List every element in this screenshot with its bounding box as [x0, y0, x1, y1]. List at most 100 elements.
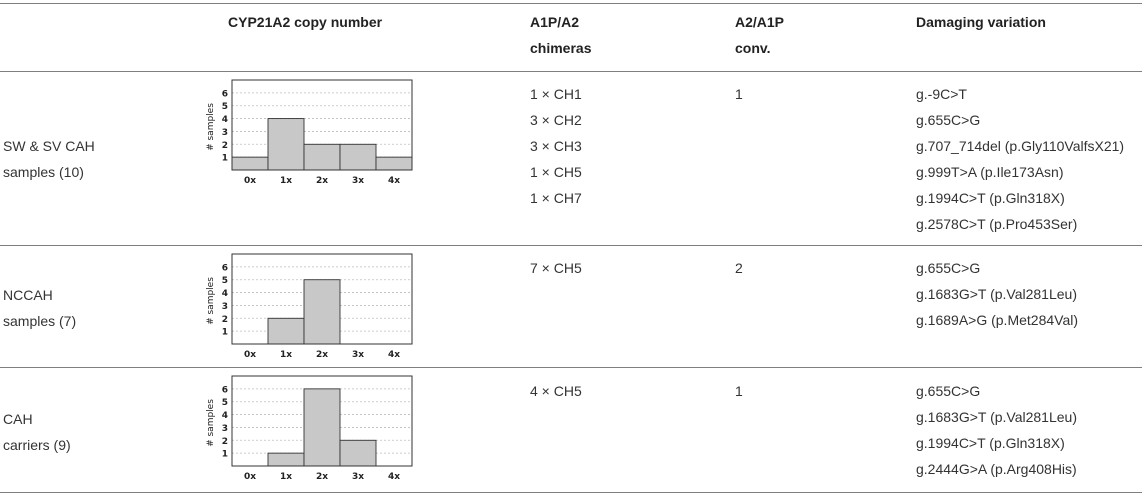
header-chimeras-line2: chimeras [530, 40, 592, 56]
y-tick-label: 4 [222, 115, 228, 125]
variant-item: g.-9C>T [916, 86, 967, 102]
variant-item: g.707_714del (p.Gly110ValfsX21) [916, 138, 1125, 154]
x-tick-label: 4x [388, 472, 400, 482]
y-tick-label: 3 [222, 302, 228, 312]
plot-frame [231, 375, 413, 467]
header-copy-number: CYP21A2 copy number [228, 14, 383, 30]
x-tick-label: 2x [316, 350, 328, 360]
variant-item: g.999T>A (p.Ile173Asn) [916, 164, 1064, 180]
table-top-rule [0, 3, 1142, 4]
x-tick-label: 2x [316, 472, 328, 482]
y-tick-label: 1 [222, 154, 228, 164]
variant-item: g.655C>G [916, 260, 981, 276]
x-tick-label: 4x [388, 350, 400, 360]
row2-conv: 2 [735, 260, 743, 276]
y-tick-label: 5 [222, 276, 228, 286]
y-tick-label: 4 [222, 289, 228, 299]
y-tick-label: 3 [222, 128, 228, 138]
row3-group-line1: CAH [3, 411, 33, 427]
variant-item: g.655C>G [916, 112, 981, 128]
row1-damaging: g.-9C>T g.655C>G g.707_714del (p.Gly110V… [916, 81, 1124, 237]
histogram-bar-0x [231, 156, 269, 171]
row3-group: CAH carriers (9) [3, 406, 71, 458]
variant-item: g.1689A>G (p.Met284Val) [916, 312, 1079, 328]
histogram-bar-3x [339, 143, 377, 171]
header-chimeras-line1: A1P/A2 [530, 14, 580, 30]
row2-damaging: g.655C>G g.1683G>T (p.Val281Leu) g.1689A… [916, 255, 1078, 333]
table-bottom-rule [0, 492, 1142, 493]
x-tick-label: 3x [352, 176, 364, 186]
y-tick-label: 1 [222, 328, 228, 338]
y-axis-label: # samples [206, 103, 216, 151]
y-tick-label: 2 [222, 437, 228, 447]
x-tick-label: 1x [280, 472, 292, 482]
copy-number-histogram-row1: 1 2 3 4 5 6 0x 1x 2x 3x 4x # samples [206, 79, 413, 186]
plot-frame [231, 79, 413, 171]
variant-item: g.2444G>A (p.Arg408His) [916, 461, 1077, 477]
histogram-bar-1x [267, 317, 305, 345]
x-tick-label: 0x [244, 472, 256, 482]
x-tick-label: 1x [280, 176, 292, 186]
x-tick-label: 1x [280, 350, 292, 360]
y-tick-label: 1 [222, 450, 228, 460]
copy-number-histogram-row2: 1 2 3 4 5 6 0x 1x 2x 3x 4x # samples [206, 253, 413, 360]
row2-group-line2: samples (7) [3, 313, 77, 329]
y-tick-label: 6 [222, 385, 228, 395]
variant-item: g.1683G>T (p.Val281Leu) [916, 409, 1077, 425]
chimera-item: 1 × CH1 [530, 86, 582, 102]
y-tick-label: 2 [222, 141, 228, 151]
copy-number-histogram-row3: 1 2 3 4 5 6 0x 1x 2x 3x 4x # samples [206, 375, 413, 482]
plot-frame [231, 253, 413, 345]
histogram-bar-3x [339, 439, 377, 467]
y-tick-label: 5 [222, 102, 228, 112]
row3-conv: 1 [735, 383, 743, 399]
row3-group-line2: carriers (9) [3, 437, 71, 453]
y-tick-label: 4 [222, 411, 228, 421]
row2-group-line1: NCCAH [3, 287, 53, 303]
chimera-item: 1 × CH5 [530, 164, 582, 180]
row2-group: NCCAH samples (7) [3, 282, 76, 334]
y-tick-label: 6 [222, 263, 228, 273]
variant-item: g.1994C>T (p.Gln318X) [916, 435, 1065, 451]
x-tick-label: 0x [244, 176, 256, 186]
header-damaging: Damaging variation [916, 14, 1046, 30]
header-conv-line1: A2/A1P [735, 14, 785, 30]
chimera-item: 1 × CH7 [530, 190, 582, 206]
row-rule-1 [0, 245, 1142, 246]
x-tick-label: 3x [352, 472, 364, 482]
y-tick-label: 2 [222, 315, 228, 325]
x-tick-label: 2x [316, 176, 328, 186]
chimera-item: 7 × CH5 [530, 260, 582, 276]
histogram-bar-1x [267, 452, 305, 467]
variant-item: g.1683G>T (p.Val281Leu) [916, 286, 1077, 302]
x-tick-label: 0x [244, 350, 256, 360]
variant-item: g.655C>G [916, 383, 981, 399]
histogram-bar-4x [375, 156, 413, 171]
y-axis-label: # samples [206, 399, 216, 447]
y-tick-label: 6 [222, 89, 228, 99]
y-axis-label: # samples [206, 277, 216, 325]
row1-conv: 1 [735, 86, 743, 102]
chimera-item: 3 × CH3 [530, 138, 582, 154]
chimera-item: 3 × CH2 [530, 112, 582, 128]
row1-group-line2: samples (10) [3, 164, 84, 180]
row2-chimeras: 7 × CH5 [530, 255, 582, 281]
histogram-bar-2x [303, 279, 341, 345]
row1-chimeras: 1 × CH1 3 × CH2 3 × CH3 1 × CH5 1 × CH7 [530, 81, 582, 211]
x-tick-label: 4x [388, 176, 400, 186]
row-rule-2 [0, 367, 1142, 368]
row1-group-line1: SW & SV CAH [3, 138, 95, 154]
histogram-bar-1x [267, 118, 305, 171]
variant-item: g.1994C>T (p.Gln318X) [916, 190, 1065, 206]
y-tick-label: 3 [222, 424, 228, 434]
header-rule [0, 71, 1142, 72]
histogram-bar-2x [303, 388, 341, 467]
x-tick-label: 3x [352, 350, 364, 360]
row1-group: SW & SV CAH samples (10) [3, 133, 95, 185]
variant-item: g.2578C>T (p.Pro453Ser) [916, 216, 1078, 232]
y-tick-label: 5 [222, 398, 228, 408]
chimera-item: 4 × CH5 [530, 383, 582, 399]
histogram-bar-2x [303, 143, 341, 171]
row3-damaging: g.655C>G g.1683G>T (p.Val281Leu) g.1994C… [916, 378, 1077, 482]
